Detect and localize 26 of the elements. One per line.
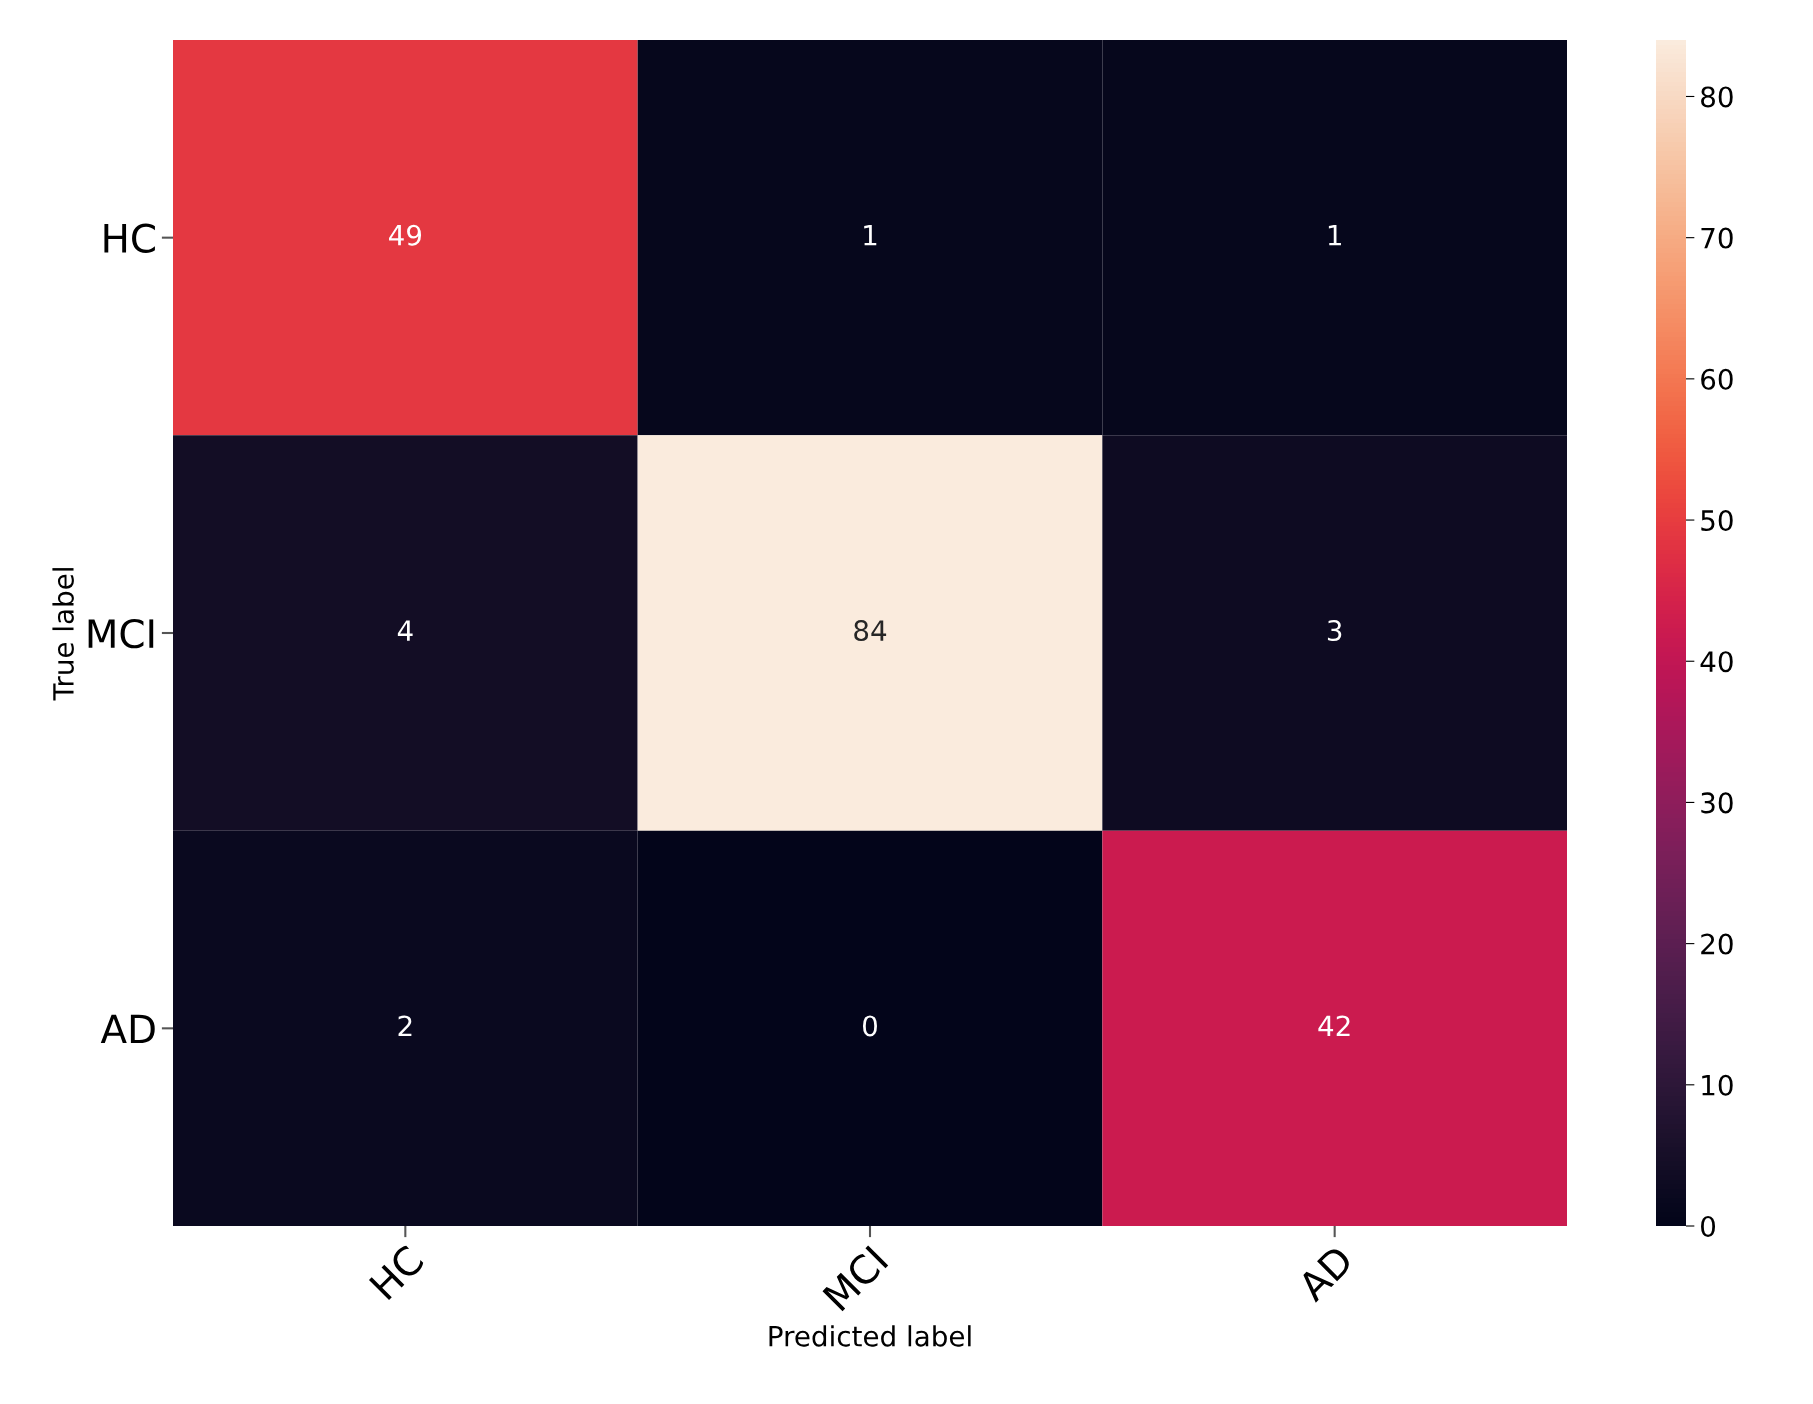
data-label: 84 (854, 620, 887, 642)
data-label: 2 (398, 1015, 412, 1036)
x-axis-title: Predicted label (769, 1325, 971, 1347)
color-bar-label: 60 (1701, 368, 1733, 390)
x-tick-label: MCI (822, 1245, 889, 1312)
color-bar-label: 20 (1701, 933, 1733, 955)
color-bar-label: 0 (1701, 1215, 1716, 1237)
data-label: 0 (862, 1015, 877, 1037)
y-tick-label: AD (100, 1014, 155, 1044)
data-label: 1 (864, 225, 877, 246)
y-axis-title: True label (52, 568, 74, 701)
color-bar-label: 10 (1702, 1074, 1733, 1096)
color-bar-label: 50 (1701, 509, 1733, 531)
data-label: 42 (1318, 1015, 1350, 1036)
data-label: 49 (389, 224, 422, 246)
data-label: 3 (1327, 620, 1342, 642)
data-label: 1 (1328, 225, 1341, 246)
x-tick-label: HC (368, 1243, 426, 1301)
color-bar-label: 70 (1701, 227, 1733, 249)
color-bar-label: 30 (1701, 792, 1733, 814)
color-bar-label: 80 (1701, 86, 1733, 108)
y-tick-label: HC (104, 223, 155, 253)
data-label: 4 (397, 620, 413, 641)
x-tick-label: AD (1295, 1244, 1354, 1303)
y-tick-label: MCI (88, 618, 154, 649)
color-bar-label: 40 (1700, 651, 1733, 673)
